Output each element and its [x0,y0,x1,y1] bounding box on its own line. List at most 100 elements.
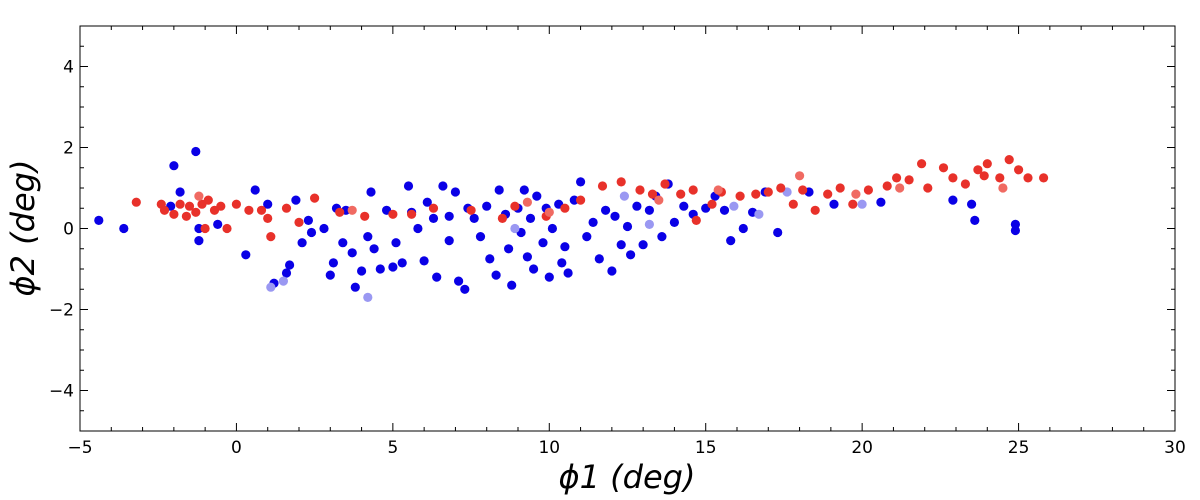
data-point [119,223,129,234]
data-point [967,199,977,209]
data-point [510,223,520,234]
data-point [403,181,414,191]
data-point [497,213,507,223]
data-point [319,223,329,234]
data-point [244,205,254,215]
data-point [357,266,367,276]
data-point [191,146,201,157]
data-point [466,205,476,215]
data-point [691,215,701,225]
data-point [917,159,927,169]
data-point [529,264,539,274]
data-point [644,205,655,215]
data-point [669,217,680,227]
data-point [369,244,379,254]
data-point [213,219,223,229]
data-point [231,199,241,209]
data-point [563,268,573,278]
data-point [835,183,845,193]
data-point [751,189,761,199]
data-point [450,187,460,197]
data-point [297,238,307,248]
data-point [560,203,570,213]
data-point [491,270,501,280]
data-point [278,276,288,286]
data-point [679,201,689,211]
data-point [360,211,370,221]
data-point [263,213,273,223]
data-point [347,205,357,215]
data-point [388,209,398,219]
data-point [970,215,980,225]
data-point [982,159,992,169]
data-point [622,221,633,232]
data-point [347,248,357,258]
data-point [266,232,276,242]
data-point [428,203,439,213]
data-point [325,270,335,280]
data-point [504,244,514,254]
data-point [829,199,839,209]
data-point [482,201,492,211]
data-point [366,187,376,197]
data-point [263,199,273,209]
data-point [576,195,586,205]
data-point [281,203,292,213]
data-point [363,232,373,242]
data-point [607,266,617,276]
data-point [175,199,185,209]
data-point [788,199,798,209]
data-point [644,219,655,229]
x-tick-label: 10 [538,438,560,458]
data-point [582,232,592,242]
data-point [763,187,773,197]
data-point [94,215,104,225]
data-point [638,240,648,250]
data-point [375,264,385,274]
data-point [863,185,874,195]
x-tick-label: 20 [851,438,873,458]
data-point [444,211,454,221]
data-point [413,223,423,234]
ticks-layer: −5 0 5 10 15 20 25 30 −4 −2 0 2 4 [49,25,1186,458]
data-point [419,256,429,266]
data-point [892,173,902,183]
data-point [979,171,989,181]
data-point [256,205,267,215]
data-point [547,223,558,234]
data-point [454,276,464,286]
data-point [544,207,554,217]
data-point [1004,155,1014,165]
data-point [719,205,730,215]
data-point [303,215,313,225]
y-tick-label: −4 [49,382,74,402]
data-point [1039,173,1049,183]
data-point [616,240,626,250]
data-point [532,191,542,201]
x-tick-label: −5 [67,438,92,458]
data-point [1014,165,1024,175]
data-point [510,201,520,211]
y-tick-label: −2 [49,301,74,321]
data-point [610,211,620,221]
x-tick-label: 0 [231,438,242,458]
data-point [619,191,630,201]
data-point [810,205,820,215]
data-point [1010,225,1021,236]
data-point [191,207,201,217]
data-point [882,181,892,191]
data-point [266,282,276,292]
data-point [350,282,360,292]
y-tick-label: 2 [63,139,74,159]
y-axis-label: ϕ2 (deg) [4,160,42,297]
data-point [876,197,886,207]
data-point [729,201,739,211]
data-point [688,185,698,195]
data-point [948,173,958,183]
data-point [960,179,971,189]
x-axis-label: ϕ1 (deg) [559,458,696,496]
data-point [998,183,1008,193]
data-point [857,199,867,209]
data-point [754,209,764,219]
x-tick-label: 25 [1008,438,1030,458]
